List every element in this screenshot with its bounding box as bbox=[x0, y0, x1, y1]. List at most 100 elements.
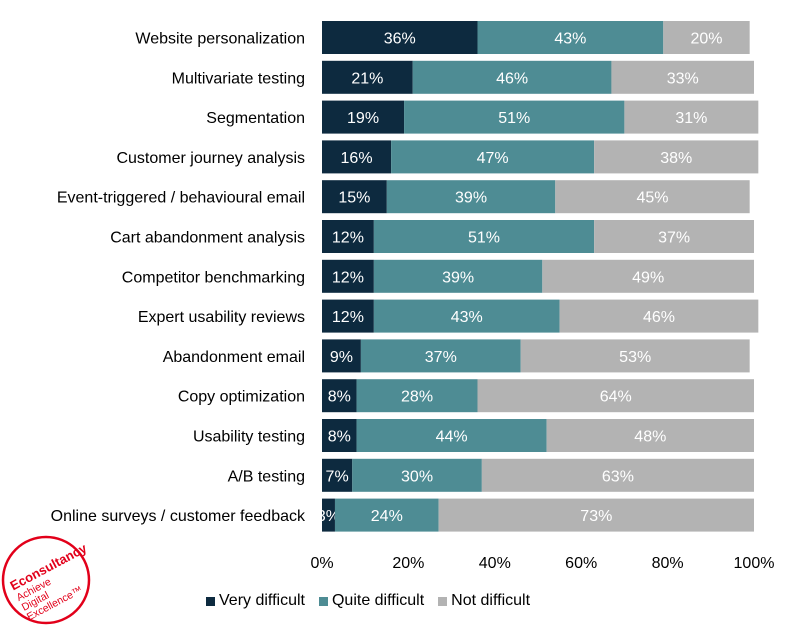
data-label-segmentation-very-difficult: 19% bbox=[347, 110, 379, 127]
bar-expert-usability-reviews-very-difficult bbox=[322, 299, 374, 333]
data-label-competitor-benchmarking-not-difficult: 49% bbox=[632, 269, 664, 286]
category-label-website-personalization: Website personalization bbox=[135, 31, 305, 48]
bar-website-personalization-very-difficult bbox=[322, 21, 478, 54]
legend-swatch-quite-difficult bbox=[318, 596, 328, 606]
bar-cart-abandonment-analysis-quite-difficult bbox=[373, 220, 595, 253]
bar-customer-journey-analysis-not-difficult bbox=[594, 140, 759, 174]
data-label-multivariate-testing-very-difficult: 21% bbox=[351, 70, 383, 87]
bar-multivariate-testing-very-difficult bbox=[322, 60, 413, 94]
bar-cart-abandonment-analysis-very-difficult bbox=[322, 220, 374, 253]
category-label-a-b-testing: A/B testing bbox=[228, 468, 305, 485]
data-label-online-surveys-customer-feedback-not-difficult: 73% bbox=[580, 508, 612, 525]
data-label-cart-abandonment-analysis-quite-difficult: 51% bbox=[468, 230, 500, 247]
bar-abandonment-email-not-difficult bbox=[520, 339, 750, 373]
bar-copy-optimization-not-difficult bbox=[477, 379, 754, 413]
data-label-competitor-benchmarking-very-difficult: 12% bbox=[332, 269, 364, 286]
data-label-event-triggered-behavioural-email-not-difficult: 45% bbox=[636, 190, 668, 207]
data-label-abandonment-email-very-difficult: 9% bbox=[330, 349, 353, 366]
bar-usability-testing-quite-difficult bbox=[356, 419, 547, 452]
data-label-event-triggered-behavioural-email-quite-difficult: 39% bbox=[455, 190, 487, 207]
data-label-website-personalization-not-difficult: 20% bbox=[690, 31, 722, 48]
data-label-multivariate-testing-quite-difficult: 46% bbox=[496, 70, 528, 87]
bar-website-personalization-not-difficult bbox=[663, 21, 750, 54]
data-label-multivariate-testing-not-difficult: 33% bbox=[667, 70, 699, 87]
data-label-usability-testing-not-difficult: 48% bbox=[634, 429, 666, 446]
logo-ring bbox=[1, 535, 91, 625]
data-label-customer-journey-analysis-very-difficult: 16% bbox=[341, 150, 373, 167]
legend-label-not-difficult: Not difficult bbox=[451, 592, 531, 609]
category-label-customer-journey-analysis: Customer journey analysis bbox=[116, 150, 305, 167]
bar-expert-usability-reviews-not-difficult bbox=[559, 299, 759, 333]
data-label-event-triggered-behavioural-email-very-difficult: 15% bbox=[338, 190, 370, 207]
category-labels: Website personalization Multivariate test… bbox=[51, 31, 306, 526]
bar-customer-journey-analysis-quite-difficult bbox=[391, 140, 595, 174]
bar-online-surveys-customer-feedback-quite-difficult bbox=[334, 498, 439, 532]
x-tick-label-4: 80% bbox=[652, 555, 684, 572]
bar-usability-testing-very-difficult bbox=[322, 419, 357, 452]
category-label-cart-abandonment-analysis: Cart abandonment analysis bbox=[110, 230, 305, 247]
x-tick-label-5: 100% bbox=[734, 555, 775, 572]
bar-segmentation-quite-difficult bbox=[404, 100, 625, 134]
data-label-copy-optimization-not-difficult: 64% bbox=[600, 389, 632, 406]
data-label-customer-journey-analysis-not-difficult: 38% bbox=[660, 150, 692, 167]
legend-swatch-very-difficult bbox=[206, 596, 215, 606]
bar-abandonment-email-quite-difficult bbox=[360, 339, 521, 373]
bar-copy-optimization-very-difficult bbox=[322, 379, 357, 413]
legend-item-very-difficult: Very difficult bbox=[206, 592, 305, 610]
bar-event-triggered-behavioural-email-very-difficult bbox=[322, 180, 387, 214]
data-label-customer-journey-analysis-quite-difficult: 47% bbox=[477, 150, 509, 167]
data-label-online-surveys-customer-feedback-quite-difficult: 24% bbox=[371, 508, 403, 525]
category-label-online-surveys-customer-feedback: Online surveys / customer feedback bbox=[51, 508, 306, 525]
data-label-usability-testing-very-difficult: 8% bbox=[328, 429, 351, 446]
category-label-multivariate-testing: Multivariate testing bbox=[172, 70, 305, 87]
x-tick-label-0: 0% bbox=[310, 555, 333, 572]
bars: 36% 43% 20% 21% 46% 33% 19% 51% 31% 16% 47% 38% 15% 3… bbox=[317, 21, 759, 532]
legend-label-very-difficult: Very difficult bbox=[219, 592, 305, 609]
bar-usability-testing-not-difficult bbox=[546, 419, 754, 452]
data-label-copy-optimization-very-difficult: 8% bbox=[328, 389, 351, 406]
bar-event-triggered-behavioural-email-not-difficult bbox=[555, 180, 750, 214]
x-axis: 0% 20% 40% 60% 80% 100% bbox=[310, 555, 774, 572]
data-label-competitor-benchmarking-quite-difficult: 39% bbox=[442, 269, 474, 286]
data-label-expert-usability-reviews-very-difficult: 12% bbox=[332, 309, 364, 326]
data-label-segmentation-quite-difficult: 51% bbox=[498, 110, 530, 127]
data-label-cart-abandonment-analysis-very-difficult: 12% bbox=[332, 230, 364, 247]
data-label-cart-abandonment-analysis-not-difficult: 37% bbox=[658, 230, 690, 247]
data-label-copy-optimization-quite-difficult: 28% bbox=[401, 389, 433, 406]
bar-online-surveys-customer-feedback-not-difficult bbox=[438, 498, 754, 532]
bar-cart-abandonment-analysis-not-difficult bbox=[594, 220, 754, 253]
bar-competitor-benchmarking-very-difficult bbox=[322, 259, 374, 293]
econsultancy-logo: Econsultancy Achieve Digital Excellence™ bbox=[1, 535, 91, 625]
bar-a-b-testing-quite-difficult bbox=[352, 458, 482, 492]
data-label-website-personalization-quite-difficult: 43% bbox=[554, 31, 586, 48]
x-tick-label-1: 20% bbox=[392, 555, 424, 572]
bar-competitor-benchmarking-not-difficult bbox=[542, 259, 754, 293]
data-label-usability-testing-quite-difficult: 44% bbox=[436, 429, 468, 446]
category-label-expert-usability-reviews: Expert usability reviews bbox=[138, 309, 305, 326]
category-label-segmentation: Segmentation bbox=[206, 110, 305, 127]
stacked-bar-chart: Website personalization Multivariate test… bbox=[51, 21, 774, 572]
bar-a-b-testing-very-difficult bbox=[322, 458, 353, 492]
bar-online-surveys-customer-feedback-very-difficult bbox=[322, 498, 335, 532]
bar-customer-journey-analysis-very-difficult bbox=[322, 140, 392, 174]
bar-copy-optimization-quite-difficult bbox=[356, 379, 478, 413]
legend-item-quite-difficult: Quite difficult bbox=[318, 592, 425, 610]
data-label-expert-usability-reviews-quite-difficult: 43% bbox=[451, 309, 483, 326]
bar-website-personalization-quite-difficult bbox=[477, 21, 664, 54]
data-label-segmentation-not-difficult: 31% bbox=[675, 110, 707, 127]
bar-competitor-benchmarking-quite-difficult bbox=[373, 259, 543, 293]
bar-event-triggered-behavioural-email-quite-difficult bbox=[386, 180, 556, 214]
bar-segmentation-very-difficult bbox=[322, 100, 405, 134]
bar-abandonment-email-very-difficult bbox=[322, 339, 361, 373]
bar-a-b-testing-not-difficult bbox=[481, 458, 754, 492]
data-label-abandonment-email-not-difficult: 53% bbox=[619, 349, 651, 366]
category-label-event-triggered-behavioural-email: Event-triggered / behavioural email bbox=[57, 190, 305, 207]
data-label-a-b-testing-very-difficult: 7% bbox=[326, 468, 349, 485]
category-label-copy-optimization: Copy optimization bbox=[178, 389, 305, 406]
bar-multivariate-testing-quite-difficult bbox=[412, 60, 612, 94]
bar-multivariate-testing-not-difficult bbox=[611, 60, 754, 94]
category-label-usability-testing: Usability testing bbox=[193, 429, 305, 446]
data-label-a-b-testing-quite-difficult: 30% bbox=[401, 468, 433, 485]
data-label-website-personalization-very-difficult: 36% bbox=[384, 31, 416, 48]
legend-label-quite-difficult: Quite difficult bbox=[331, 592, 425, 609]
